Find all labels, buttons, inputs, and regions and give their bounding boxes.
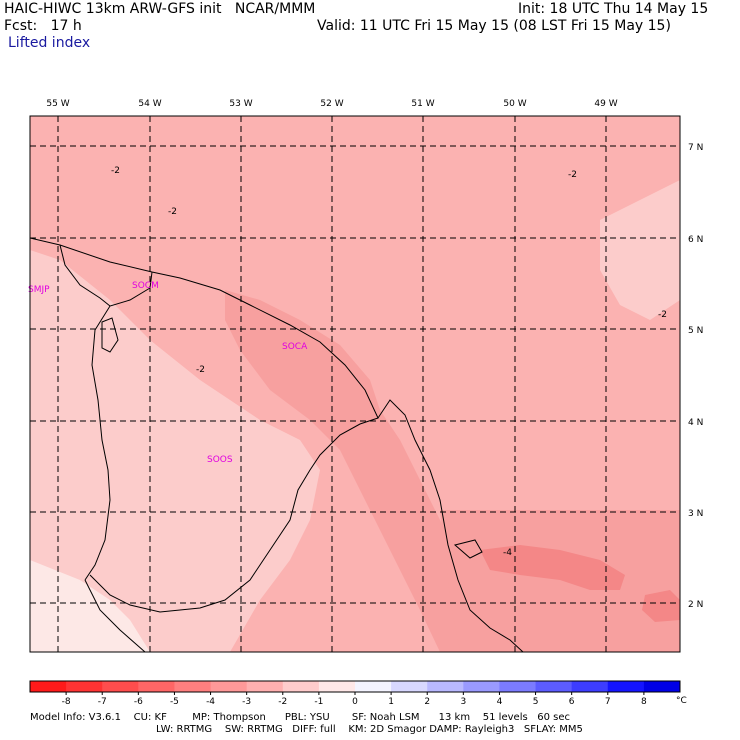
- colorbar-tick-label: 1: [388, 697, 394, 707]
- colorbar-swatch: [571, 681, 609, 692]
- contour-label: -2: [168, 207, 177, 217]
- forecast-hour: Fcst: 17 h: [4, 18, 82, 34]
- colorbar-swatch: [174, 681, 212, 692]
- field-core-strong: [480, 545, 625, 590]
- colorbar-tick-label: 8: [641, 697, 647, 707]
- colorbar-swatch: [318, 681, 356, 692]
- field-patch-southeast: [642, 590, 680, 622]
- colorbar-tick-label: -5: [170, 697, 179, 707]
- colorbar-tick-label: -6: [134, 697, 143, 707]
- lat-label: 3 N: [688, 509, 703, 519]
- colorbar-swatch: [30, 681, 67, 692]
- field-band-strong: [225, 290, 500, 652]
- field-region-east: [440, 510, 680, 652]
- station-label: SOOS: [207, 455, 233, 465]
- lat-label: 5 N: [688, 326, 703, 336]
- colorbar-swatch: [138, 681, 175, 692]
- field-patch-northeast: [600, 180, 680, 320]
- colorbar-tick-label: -7: [98, 697, 107, 707]
- lat-label: 6 N: [688, 235, 703, 245]
- contour-label: -2: [111, 166, 120, 176]
- colorbar-tick-label: 0: [352, 697, 358, 707]
- colorbar-swatch: [66, 681, 103, 692]
- contour-label: -2: [568, 170, 577, 180]
- colorbar-labels: -8 -7 -6 -5 -4 -3 -2 -1 0 1 2 3 4 5 6 7 8: [62, 692, 647, 707]
- model-title: HAIC-HIWC 13km ARW-GFS init NCAR/MMM: [4, 1, 316, 17]
- colorbar-tick-label: -3: [242, 697, 251, 707]
- colorbar-swatch: [643, 681, 681, 692]
- border-brazil: [84, 579, 146, 652]
- field-region-far-southwest: [30, 560, 150, 652]
- contour-label: -4: [503, 548, 512, 558]
- valid-time: Valid: 11 UTC Fri 15 May 15 (08 LST Fri …: [317, 18, 671, 34]
- colorbar-swatch: [355, 681, 392, 692]
- field-name: Lifted index: [8, 35, 91, 51]
- model-info-line2: LW: RRTMG SW: RRTMG DIFF: full KM: 2D Sm…: [156, 724, 583, 735]
- lat-label: 2 N: [688, 600, 703, 610]
- colorbar-swatch: [427, 681, 464, 692]
- contour-label: -2: [658, 310, 667, 320]
- colorbar-swatch: [391, 681, 428, 692]
- latitude-labels: 7 N 6 N 5 N 4 N 3 N 2 N: [688, 143, 703, 610]
- border-guyana-suriname: [84, 271, 153, 581]
- colorbar-swatch: [499, 681, 537, 692]
- colorbar-swatch: [535, 681, 573, 692]
- colorbar-swatch: [102, 681, 139, 692]
- border-west: [59, 244, 111, 307]
- colorbar-swatch: [246, 681, 284, 692]
- contour-label: -2: [196, 365, 205, 375]
- colorbar-tick-label: 5: [533, 697, 539, 707]
- lon-label: 50 W: [503, 99, 526, 109]
- model-info-line1: Model Info: V3.6.1 CU: KF MP: Thompson P…: [30, 712, 570, 723]
- colorbar-tick-label: 7: [605, 697, 611, 707]
- colorbar-swatch: [607, 681, 645, 692]
- colorbar-tick-label: -8: [62, 697, 71, 707]
- lon-label: 54 W: [138, 99, 161, 109]
- colorbar-tick-label: 6: [569, 697, 575, 707]
- small-island: [101, 317, 119, 353]
- colorbar-tick-label: -2: [278, 697, 287, 707]
- shaded-field: [30, 116, 680, 652]
- init-time: Init: 18 UTC Thu 14 May 15: [518, 1, 709, 17]
- contour-4: [453, 539, 483, 559]
- colorbar-tick-label: 3: [460, 697, 466, 707]
- lon-label: 49 W: [594, 99, 617, 109]
- lat-label: 4 N: [688, 418, 703, 428]
- border-suriname-french-guiana: [89, 417, 379, 613]
- colorbar-tick-label: 4: [497, 697, 503, 707]
- colorbar-swatch: [210, 681, 248, 692]
- colorbar-tick-label: 2: [424, 697, 430, 707]
- station-label: SMJP: [28, 285, 50, 295]
- lon-label: 51 W: [411, 99, 434, 109]
- field-region-southwest: [30, 250, 320, 652]
- lon-label: 53 W: [229, 99, 252, 109]
- boundaries: [30, 237, 524, 652]
- lat-label: 7 N: [688, 143, 703, 153]
- colorbar-tick-label: -4: [206, 697, 215, 707]
- longitude-labels: 55 W 54 W 53 W 52 W 51 W 50 W 49 W: [46, 99, 617, 109]
- colorbar-swatch: [282, 681, 320, 692]
- lon-label: 52 W: [320, 99, 343, 109]
- colorbar-unit: °C: [676, 696, 687, 706]
- station-label: SOCA: [282, 342, 308, 352]
- colorbar: [29, 680, 681, 693]
- field-region-north: [30, 116, 680, 440]
- map-frame: [29, 115, 681, 653]
- colorbar-swatch: [463, 681, 500, 692]
- colorbar-tick-label: -1: [314, 697, 323, 707]
- lon-label: 55 W: [46, 99, 69, 109]
- station-label: SOCM: [132, 281, 159, 291]
- lat-lon-grid: [30, 116, 680, 652]
